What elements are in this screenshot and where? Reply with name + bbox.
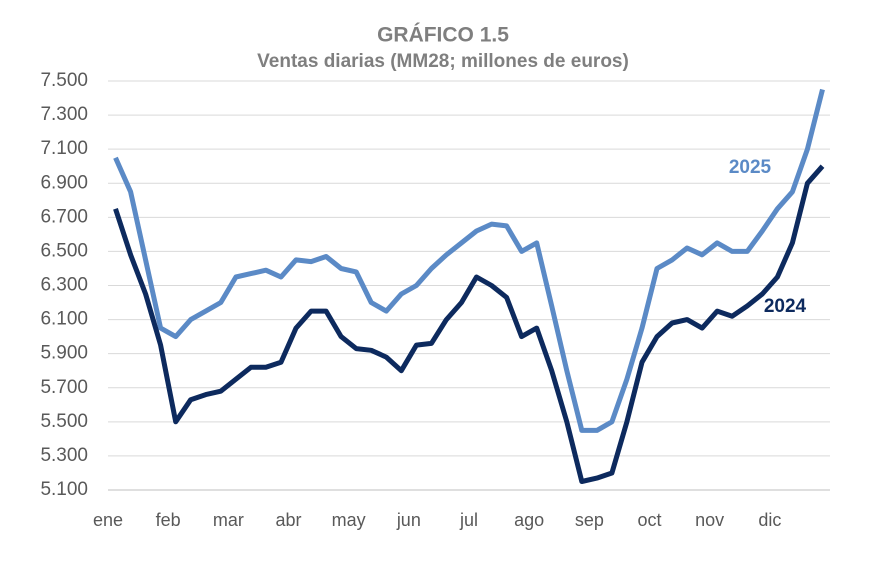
y-tick-label: 5.100 (40, 479, 88, 500)
series-label: 2024 (764, 296, 807, 317)
y-tick-label: 7.500 (40, 70, 88, 91)
y-tick-label: 5.700 (40, 377, 88, 398)
x-tick-label: jul (459, 510, 478, 530)
x-tick-label: feb (156, 510, 181, 530)
series-line (113, 164, 825, 484)
y-tick-label: 5.500 (40, 411, 88, 432)
y-tick-label: 7.300 (40, 104, 88, 125)
x-tick-label: abr (275, 510, 301, 530)
y-tick-label: 5.900 (40, 343, 88, 364)
y-tick-label: 5.300 (40, 445, 88, 466)
x-tick-label: ene (93, 510, 123, 530)
x-tick-label: sep (575, 510, 604, 530)
series-line (113, 88, 825, 433)
y-tick-label: 7.100 (40, 138, 88, 159)
y-tick-label: 6.100 (40, 309, 88, 330)
chart-title: GRÁFICO 1.5 (377, 24, 509, 47)
y-tick-label: 6.700 (40, 206, 88, 227)
x-tick-label: oct (637, 510, 661, 530)
series-label: 2025 (729, 157, 772, 178)
chart-subtitle: Ventas diarias (MM28; millones de euros) (257, 51, 629, 72)
y-tick-label: 6.300 (40, 275, 88, 296)
x-tick-label: dic (758, 510, 781, 530)
y-tick-label: 6.900 (40, 172, 88, 193)
x-tick-label: mar (213, 510, 244, 530)
x-tick-label: jun (396, 510, 421, 530)
x-tick-label: may (332, 510, 366, 530)
x-tick-label: ago (514, 510, 544, 530)
y-tick-label: 6.500 (40, 240, 88, 261)
x-tick-label: nov (695, 510, 724, 530)
